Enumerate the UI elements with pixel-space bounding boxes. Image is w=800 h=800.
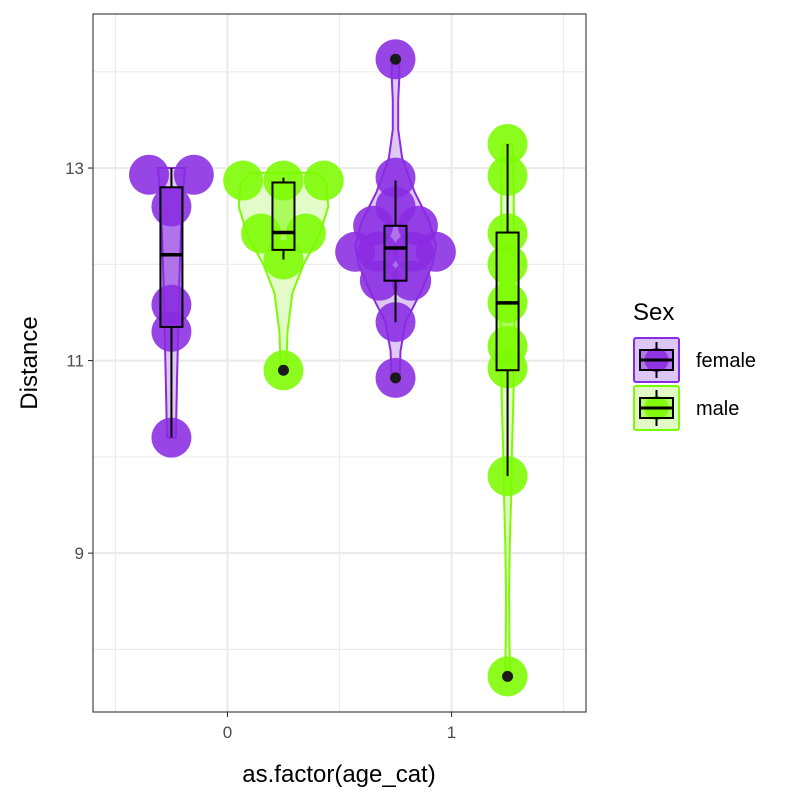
panel-border: [92, 13, 587, 713]
data-point-male: [285, 213, 326, 254]
boxplot-outlier: [390, 372, 402, 384]
legend-label-female: female: [696, 350, 756, 372]
boxplot-box: [271, 181, 296, 251]
boxplot-box: [159, 186, 184, 328]
legend: Sex female male: [633, 299, 756, 431]
y-tick-label: 13: [65, 159, 84, 178]
x-tick-label: 0: [223, 723, 232, 742]
boxplots: [159, 53, 520, 682]
y-tick-label: 9: [75, 544, 84, 563]
boxplot-outlier: [390, 53, 402, 65]
data-point-female: [173, 154, 214, 195]
data-point-female: [375, 157, 416, 198]
boxplot-outlier: [502, 670, 514, 682]
data-point-male: [241, 213, 282, 254]
data-point-male: [223, 160, 264, 201]
axis-ticks: 9 11 13 0 1: [65, 159, 456, 742]
y-axis-title: Distance: [16, 316, 43, 409]
data-point-male: [303, 160, 344, 201]
y-tick-label: 11: [66, 352, 84, 371]
data-point-female: [415, 231, 456, 272]
x-tick-label: 1: [447, 723, 456, 742]
x-axis-title: as.factor(age_cat): [242, 761, 435, 788]
legend-title: Sex: [633, 299, 674, 326]
data-point-female: [129, 154, 170, 195]
legend-label-male: male: [696, 398, 739, 420]
boxplot-box: [383, 224, 408, 282]
boxplot-outlier: [277, 364, 289, 376]
